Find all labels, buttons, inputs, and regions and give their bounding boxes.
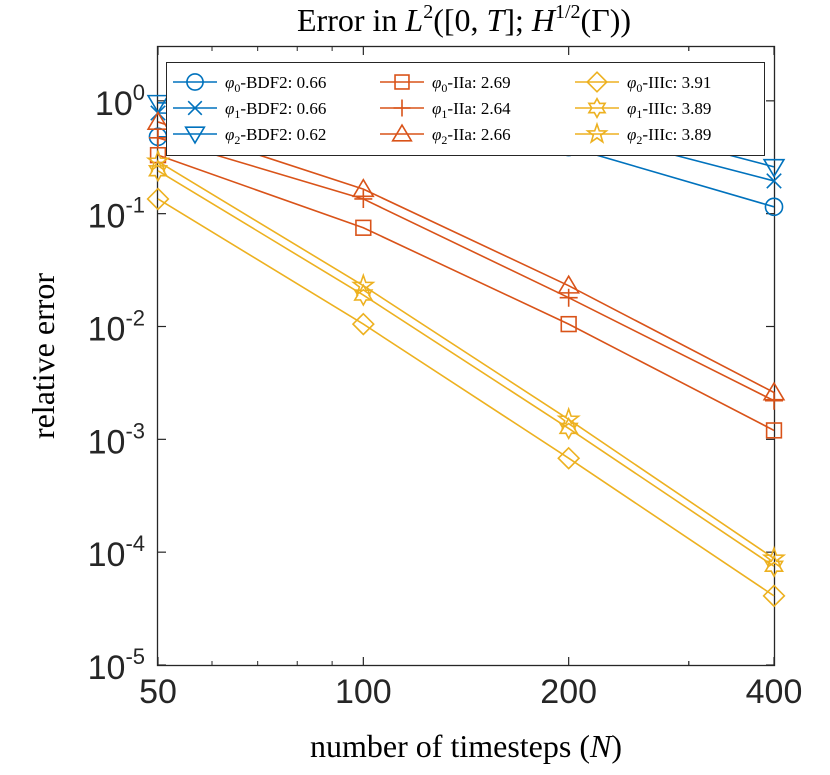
marker-diamond [351, 312, 375, 336]
y-tick-label: 10-2 [88, 306, 145, 349]
marker-plus [149, 128, 167, 147]
marker-hexagram [763, 554, 785, 578]
marker-plus [559, 288, 578, 307]
marker-square [355, 219, 372, 236]
marker-square [394, 74, 410, 90]
legend-item: φ1-IIa: 2.64 [380, 99, 511, 121]
marker-diamond [762, 584, 786, 608]
y-axis-label: relative error [25, 273, 61, 439]
x-tick-label: 400 [746, 673, 803, 711]
legend-item: φ2-IIIc: 3.89 [575, 121, 711, 147]
series-φ0-IIa [149, 146, 783, 439]
marker-triangle-up [762, 381, 786, 401]
legend-label: φ2-BDF2: 0.62 [225, 125, 326, 147]
marker-pentagram [145, 148, 171, 172]
marker-pentagram [556, 406, 581, 430]
marker-x [766, 173, 782, 189]
y-tick-label: 10-3 [88, 418, 145, 461]
legend-item: φ1-IIIc: 3.89 [575, 96, 711, 121]
marker-pentagram [351, 272, 376, 297]
legend: φ0-BDF2: 0.66 φ1-BDF2: 0.66 φ2-BDF2: 0.62 φ… [166, 62, 765, 156]
chart-title: Error in L2([0, T]; H1/2(Γ)) [297, 1, 631, 38]
marker-hexagram [353, 283, 374, 307]
legend-item: φ2-IIa: 2.66 [380, 123, 511, 147]
series-line [157, 160, 775, 560]
legend-box [166, 62, 765, 156]
legend-item: φ0-IIa: 2.69 [380, 73, 511, 95]
legend-label: φ2-IIa: 2.66 [432, 125, 511, 147]
marker-plus [393, 99, 411, 117]
marker-diamond [146, 187, 170, 211]
marker-plus [354, 189, 373, 208]
x-tick-label: 100 [335, 673, 392, 711]
marker-square [149, 146, 167, 164]
marker-pentagram [761, 545, 787, 569]
marker-triangle-up [391, 123, 413, 142]
legend-label: φ0-IIa: 2.69 [432, 73, 511, 95]
marker-circle [764, 197, 784, 217]
legend-item: φ1-BDF2: 0.66 [173, 99, 326, 121]
series-line [157, 137, 775, 402]
x-tick-label: 50 [139, 673, 177, 711]
legend-label: φ1-IIIc: 3.89 [627, 99, 711, 121]
legend-item: φ0-BDF2: 0.66 [173, 73, 326, 95]
marker-diamond [586, 71, 608, 93]
y-tick-labels: 100 10-1 10-2 10-3 10-4 10-5 [88, 80, 145, 687]
series-φ2-IIIc [145, 148, 787, 569]
axis-ticks [157, 47, 775, 666]
legend-label: φ1-BDF2: 0.66 [225, 99, 326, 121]
marker-square [560, 315, 577, 333]
x-tick-labels: 50 100 200 400 [139, 673, 802, 711]
marker-triangle-up [146, 110, 170, 130]
marker-triangle-down [762, 158, 786, 178]
legend-item: φ2-BDF2: 0.62 [173, 125, 326, 147]
marker-triangle-down [184, 126, 206, 145]
marker-diamond [557, 446, 581, 470]
marker-triangle-up [352, 178, 375, 198]
y-tick-label: 10-1 [88, 193, 145, 236]
marker-triangle-down [146, 94, 170, 114]
legend-label: φ1-IIa: 2.64 [432, 99, 511, 121]
series-φ0-IIIc [146, 187, 786, 608]
series-φ1-IIa [149, 128, 783, 410]
marker-plus [765, 391, 783, 410]
y-tick-label: 100 [95, 80, 145, 123]
legend-label: φ0-BDF2: 0.66 [225, 73, 326, 95]
series-line [157, 170, 775, 567]
marker-square [765, 422, 783, 439]
y-tick-label: 10-4 [88, 531, 145, 574]
marker-hexagram [558, 416, 579, 440]
marker-pentagram [585, 121, 609, 144]
legend-item: φ0-IIIc: 3.91 [575, 71, 711, 95]
x-axis-label: number of timesteps (N) [310, 728, 622, 764]
legend-label: φ2-IIIc: 3.89 [627, 125, 711, 147]
marker-hexagram [587, 96, 607, 120]
marker-circle [186, 73, 204, 91]
marker-triangle-up [557, 274, 580, 294]
marker-x [187, 100, 203, 116]
y-tick-label: 10-5 [88, 644, 145, 687]
series-line [157, 154, 775, 432]
x-tick-label: 200 [540, 673, 597, 711]
legend-label: φ0-IIIc: 3.91 [627, 73, 711, 95]
series-line [157, 198, 775, 597]
